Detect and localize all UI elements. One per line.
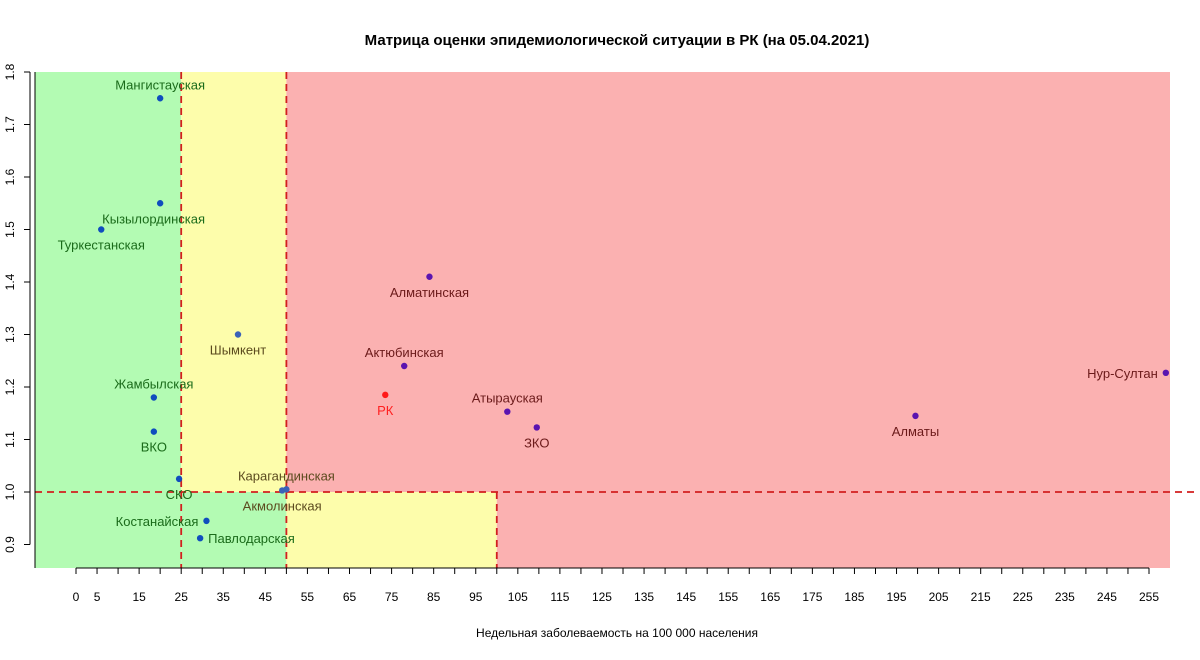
plot-area: Мангистауская Кызылординская Туркестанская… — [34, 72, 1198, 568]
data-point — [156, 95, 164, 102]
x-tick-label: 245 — [1097, 590, 1117, 604]
x-tick-label: 165 — [760, 590, 780, 604]
x-tick-label: 125 — [592, 590, 612, 604]
x-tick-label: 145 — [676, 590, 696, 604]
point-label: Алматинская — [390, 285, 469, 300]
y-tick-label: 1.1 — [3, 431, 17, 448]
data-point — [533, 424, 540, 431]
y-tick-label: 1.2 — [3, 378, 17, 395]
chart-title: Матрица оценки эпидемиологической ситуац… — [365, 32, 870, 49]
point-label: Нур-Султан — [1087, 366, 1158, 381]
y-tick-label: 1.0 — [3, 483, 17, 500]
x-tick-label: 0 — [73, 590, 80, 604]
point-label: Алматы — [892, 424, 939, 439]
data-point — [382, 391, 389, 399]
zone-yellow — [286, 492, 497, 568]
data-point — [175, 475, 183, 483]
y-tick-label: 1.6 — [3, 168, 17, 185]
point-label: Костанайская — [116, 514, 199, 529]
point-label: Актюбинская — [365, 345, 444, 360]
x-tick-label: 15 — [132, 590, 146, 604]
point-label: Акмолинская — [243, 498, 322, 513]
data-point — [150, 428, 158, 435]
point-label: РК — [377, 403, 394, 418]
x-tick-label: 115 — [550, 590, 569, 604]
x-axis: 0 5 15 25 35 45 55 65 75 85 95 105 115 125 135 145 155 16… — [73, 567, 1159, 604]
x-tick-label: 205 — [929, 590, 949, 604]
x-tick-label: 255 — [1139, 590, 1159, 604]
x-tick-label: 185 — [844, 590, 864, 604]
data-point — [196, 535, 204, 542]
data-point — [912, 412, 919, 420]
point-label: Карагандинская — [238, 468, 335, 483]
zone-yellow — [181, 72, 287, 492]
point-label: СКО — [166, 487, 193, 502]
zone-green — [181, 492, 287, 568]
point-label: Павлодарская — [208, 531, 295, 546]
data-point — [156, 200, 164, 207]
x-tick-label: 175 — [802, 590, 822, 604]
zone-red — [496, 492, 1170, 568]
y-axis: 0.9 1.0 1.1 1.2 1.3 1.4 1.5 1.6 1.7 1.8 — [3, 63, 31, 553]
x-tick-label: 135 — [634, 590, 654, 604]
data-point — [98, 226, 105, 233]
zone-red — [286, 72, 1170, 492]
point-label: ЗКО — [524, 435, 549, 450]
x-tick-label: 235 — [1055, 590, 1075, 604]
y-tick-label: 1.3 — [3, 326, 17, 343]
x-tick-label: 45 — [259, 590, 273, 604]
data-point — [278, 487, 286, 494]
x-tick-label: 75 — [385, 590, 399, 604]
data-point — [426, 273, 433, 280]
zone-green — [35, 72, 182, 568]
x-tick-label: 85 — [427, 590, 441, 604]
y-tick-label: 1.7 — [3, 116, 17, 133]
data-point — [234, 331, 242, 338]
data-point — [203, 517, 210, 525]
point-label: Жамбылская — [114, 377, 193, 392]
data-point — [504, 408, 511, 415]
point-label: Шымкент — [210, 343, 266, 358]
y-tick-label: 0.9 — [3, 536, 17, 553]
x-tick-label: 155 — [718, 590, 738, 604]
x-tick-label: 55 — [301, 590, 315, 604]
point-label: Атырауская — [472, 391, 543, 406]
x-tick-label: 105 — [508, 590, 528, 604]
y-tick-label: 1.8 — [3, 63, 17, 80]
data-point — [401, 362, 408, 370]
x-tick-label: 215 — [971, 590, 991, 604]
point-label: Туркестанская — [58, 238, 145, 253]
x-tick-label: 25 — [175, 590, 189, 604]
x-tick-label: 225 — [1013, 590, 1033, 604]
x-axis-label: Недельная заболеваемость на 100 000 насе… — [476, 626, 758, 640]
data-point — [1162, 369, 1170, 377]
x-tick-label: 195 — [887, 590, 907, 604]
data-point — [150, 394, 158, 401]
x-tick-label: 5 — [94, 590, 101, 604]
x-tick-label: 95 — [469, 590, 483, 604]
y-tick-label: 1.4 — [3, 273, 17, 290]
point-label: ВКО — [141, 440, 167, 455]
x-tick-label: 35 — [217, 590, 231, 604]
point-label: Кызылординская — [102, 211, 205, 226]
y-tick-label: 1.5 — [3, 221, 17, 238]
x-tick-label: 65 — [343, 590, 357, 604]
point-label: Мангистауская — [115, 77, 205, 92]
